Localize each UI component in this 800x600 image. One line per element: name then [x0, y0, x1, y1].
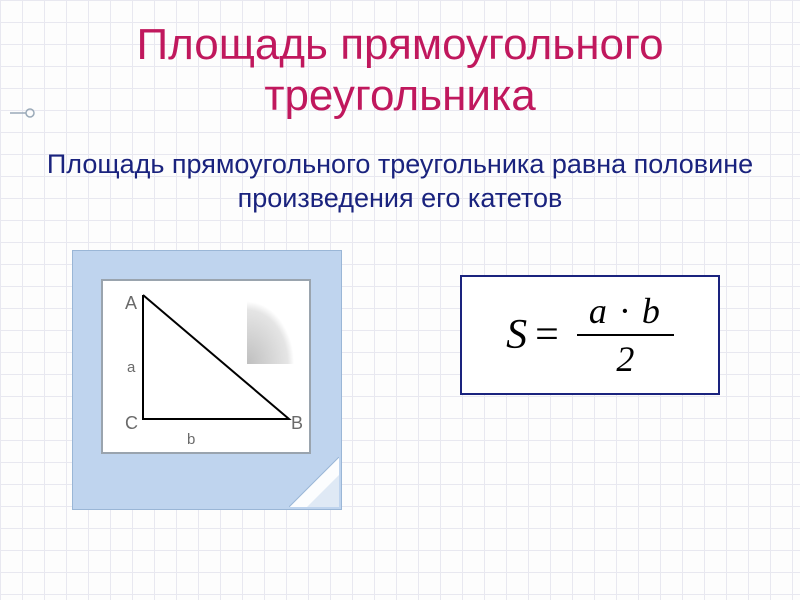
formula-fraction: a · b 2	[577, 290, 674, 380]
side-a-label: a	[127, 359, 135, 376]
vertex-c-label: C	[125, 413, 138, 434]
area-formula: S = a · b 2	[506, 290, 674, 380]
triangle-figure: A C B a b	[101, 279, 311, 454]
panel-corner-fold	[289, 457, 339, 507]
page-curl-decoration	[247, 279, 311, 364]
diagram-panel: A C B a b	[72, 250, 342, 510]
formula-numerator: a · b	[577, 290, 674, 336]
slide-subtitle: Площадь прямоугольного треугольника равн…	[0, 148, 800, 216]
side-b-label: b	[187, 431, 195, 448]
formula-box: S = a · b 2	[460, 275, 720, 395]
vertex-b-label: B	[291, 413, 303, 434]
formula-lhs: S	[506, 311, 527, 359]
formula-equals: =	[535, 311, 559, 359]
vertex-a-label: A	[125, 293, 137, 314]
formula-denominator: 2	[616, 336, 634, 380]
slide-title: Площадь прямоугольного треугольника	[0, 20, 800, 121]
